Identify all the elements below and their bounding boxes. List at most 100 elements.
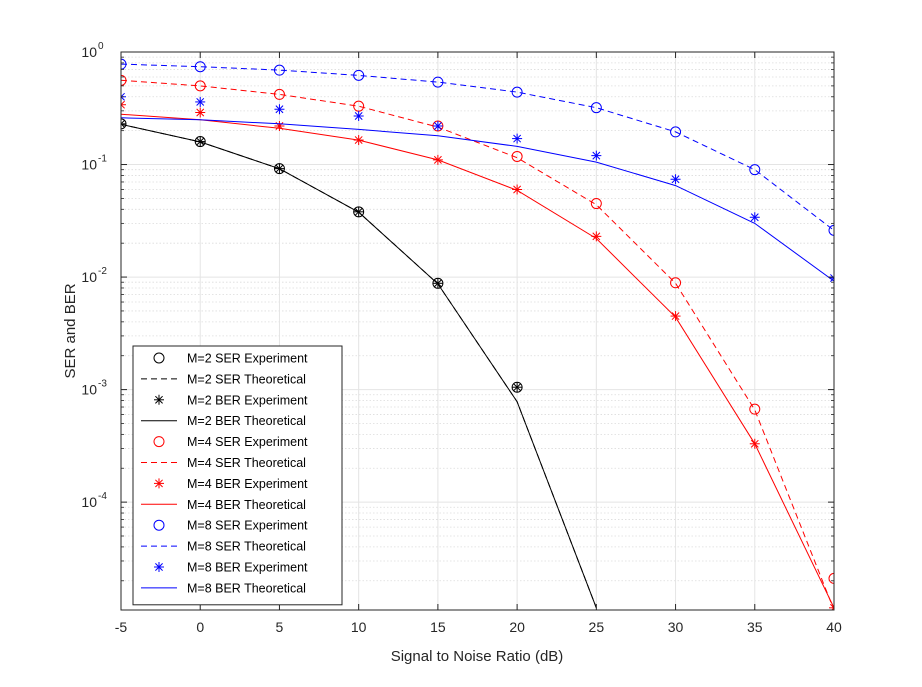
y-tick-label: 10 <box>81 269 97 285</box>
legend-entry: M=4 SER Experiment <box>153 435 308 449</box>
legend-label: M=8 BER Theoretical <box>187 581 306 595</box>
data-point <box>591 150 602 161</box>
x-tick-label: -5 <box>115 619 128 635</box>
series-m-8-ser-theoretical <box>121 63 834 231</box>
data-point <box>590 198 602 210</box>
legend-entry: M=8 SER Experiment <box>153 519 308 533</box>
star-stroke <box>433 122 442 130</box>
star-stroke <box>121 123 125 128</box>
legend-label: M=8 SER Experiment <box>187 519 308 533</box>
series-m-4-ser-theoretical <box>121 79 834 610</box>
legend-entry: M=2 SER Theoretical <box>141 372 306 386</box>
star-stroke <box>513 185 522 194</box>
legend-label: M=4 BER Theoretical <box>187 498 306 512</box>
data-point <box>273 88 285 100</box>
legend-entry: M=4 SER Theoretical <box>141 456 306 470</box>
star-stroke <box>155 479 163 488</box>
legend-box <box>132 345 343 606</box>
data-point <box>274 120 285 131</box>
star-stroke <box>196 97 205 106</box>
data-point <box>829 273 834 284</box>
x-tick-label: 0 <box>196 619 204 635</box>
star-stroke <box>513 134 522 143</box>
legend-label: M=8 SER Theoretical <box>187 540 306 554</box>
data-point <box>121 118 126 129</box>
star-stroke <box>750 213 759 222</box>
data-point <box>511 86 523 98</box>
series-line <box>121 113 834 609</box>
data-point <box>670 126 682 138</box>
legend-label: M=4 SER Theoretical <box>187 456 306 470</box>
data-point <box>829 602 834 610</box>
data-point <box>828 572 834 584</box>
star-stroke <box>830 603 834 609</box>
data-point <box>274 104 285 115</box>
legend-label: M=2 SER Experiment <box>187 352 308 366</box>
x-tick-label: 15 <box>430 619 446 635</box>
x-tick-label: 5 <box>276 619 284 635</box>
star-stroke <box>121 92 125 98</box>
y-tick-label: 10 <box>81 494 97 510</box>
data-point <box>670 311 681 322</box>
data-point <box>828 224 834 236</box>
data-point <box>670 174 681 185</box>
star-stroke <box>513 383 522 392</box>
star-stroke <box>671 312 680 321</box>
legend-label: M=2 BER Experiment <box>187 393 308 407</box>
y-tick-exponent: 0 <box>98 41 104 52</box>
y-tick-label: 10 <box>81 157 97 173</box>
data-point <box>511 150 523 162</box>
series-m-8-ber-experiment <box>121 91 834 284</box>
data-point <box>749 403 761 415</box>
star-stroke <box>121 96 125 101</box>
legend-marker <box>153 352 165 364</box>
data-point <box>512 133 523 144</box>
data-point <box>195 107 206 118</box>
data-point <box>670 277 682 289</box>
x-tick-label: 30 <box>668 619 684 635</box>
data-point <box>749 164 761 176</box>
star-stroke <box>121 104 125 109</box>
legend-marker <box>154 394 164 405</box>
star-stroke <box>155 395 163 404</box>
star-stroke <box>671 175 680 184</box>
star-stroke <box>830 274 834 279</box>
legend-entry: M=4 BER Theoretical <box>141 498 306 512</box>
data-point <box>432 120 443 131</box>
y-tick-exponent: -2 <box>98 266 107 277</box>
legend-label: M=2 SER Theoretical <box>187 372 306 386</box>
star-stroke <box>121 100 125 106</box>
star-stroke <box>121 119 125 125</box>
legend-label: M=4 SER Experiment <box>187 435 308 449</box>
legend-entry: M=4 BER Experiment <box>154 477 308 491</box>
x-tick-label: 10 <box>351 619 367 635</box>
series-m-4-ber-theoretical <box>121 113 834 609</box>
legend-label: M=8 BER Experiment <box>187 561 308 575</box>
legend-entry: M=8 BER Theoretical <box>141 581 306 595</box>
series-line <box>121 117 834 282</box>
star-stroke <box>155 563 163 571</box>
y-tick-exponent: -1 <box>98 154 107 165</box>
legend-marker <box>154 562 164 572</box>
x-tick-label: 35 <box>747 619 763 635</box>
legend-marker <box>153 436 165 448</box>
x-tick-label: 40 <box>826 619 842 635</box>
series-line <box>121 79 834 610</box>
legend-label: M=2 BER Theoretical <box>187 414 306 428</box>
star-stroke <box>354 112 363 120</box>
data-point <box>121 99 126 110</box>
star-stroke <box>196 108 205 117</box>
data-point <box>749 212 760 223</box>
y-tick-label: 10 <box>81 44 97 60</box>
legend-marker <box>154 478 164 489</box>
x-tick-label: 25 <box>589 619 605 635</box>
legend-marker <box>153 519 165 531</box>
legend-entry: M=8 SER Theoretical <box>141 540 306 554</box>
x-axis-label: Signal to Noise Ratio (dB) <box>391 648 564 665</box>
x-tick-label: 20 <box>509 619 525 635</box>
y-tick-label: 10 <box>81 382 97 398</box>
legend: M=2 SER Experiment M=2 SER Theoretical M=2… <box>132 345 343 606</box>
legend-entry: M=2 BER Experiment <box>154 393 308 407</box>
y-axis-label: SER and BER <box>62 283 79 378</box>
